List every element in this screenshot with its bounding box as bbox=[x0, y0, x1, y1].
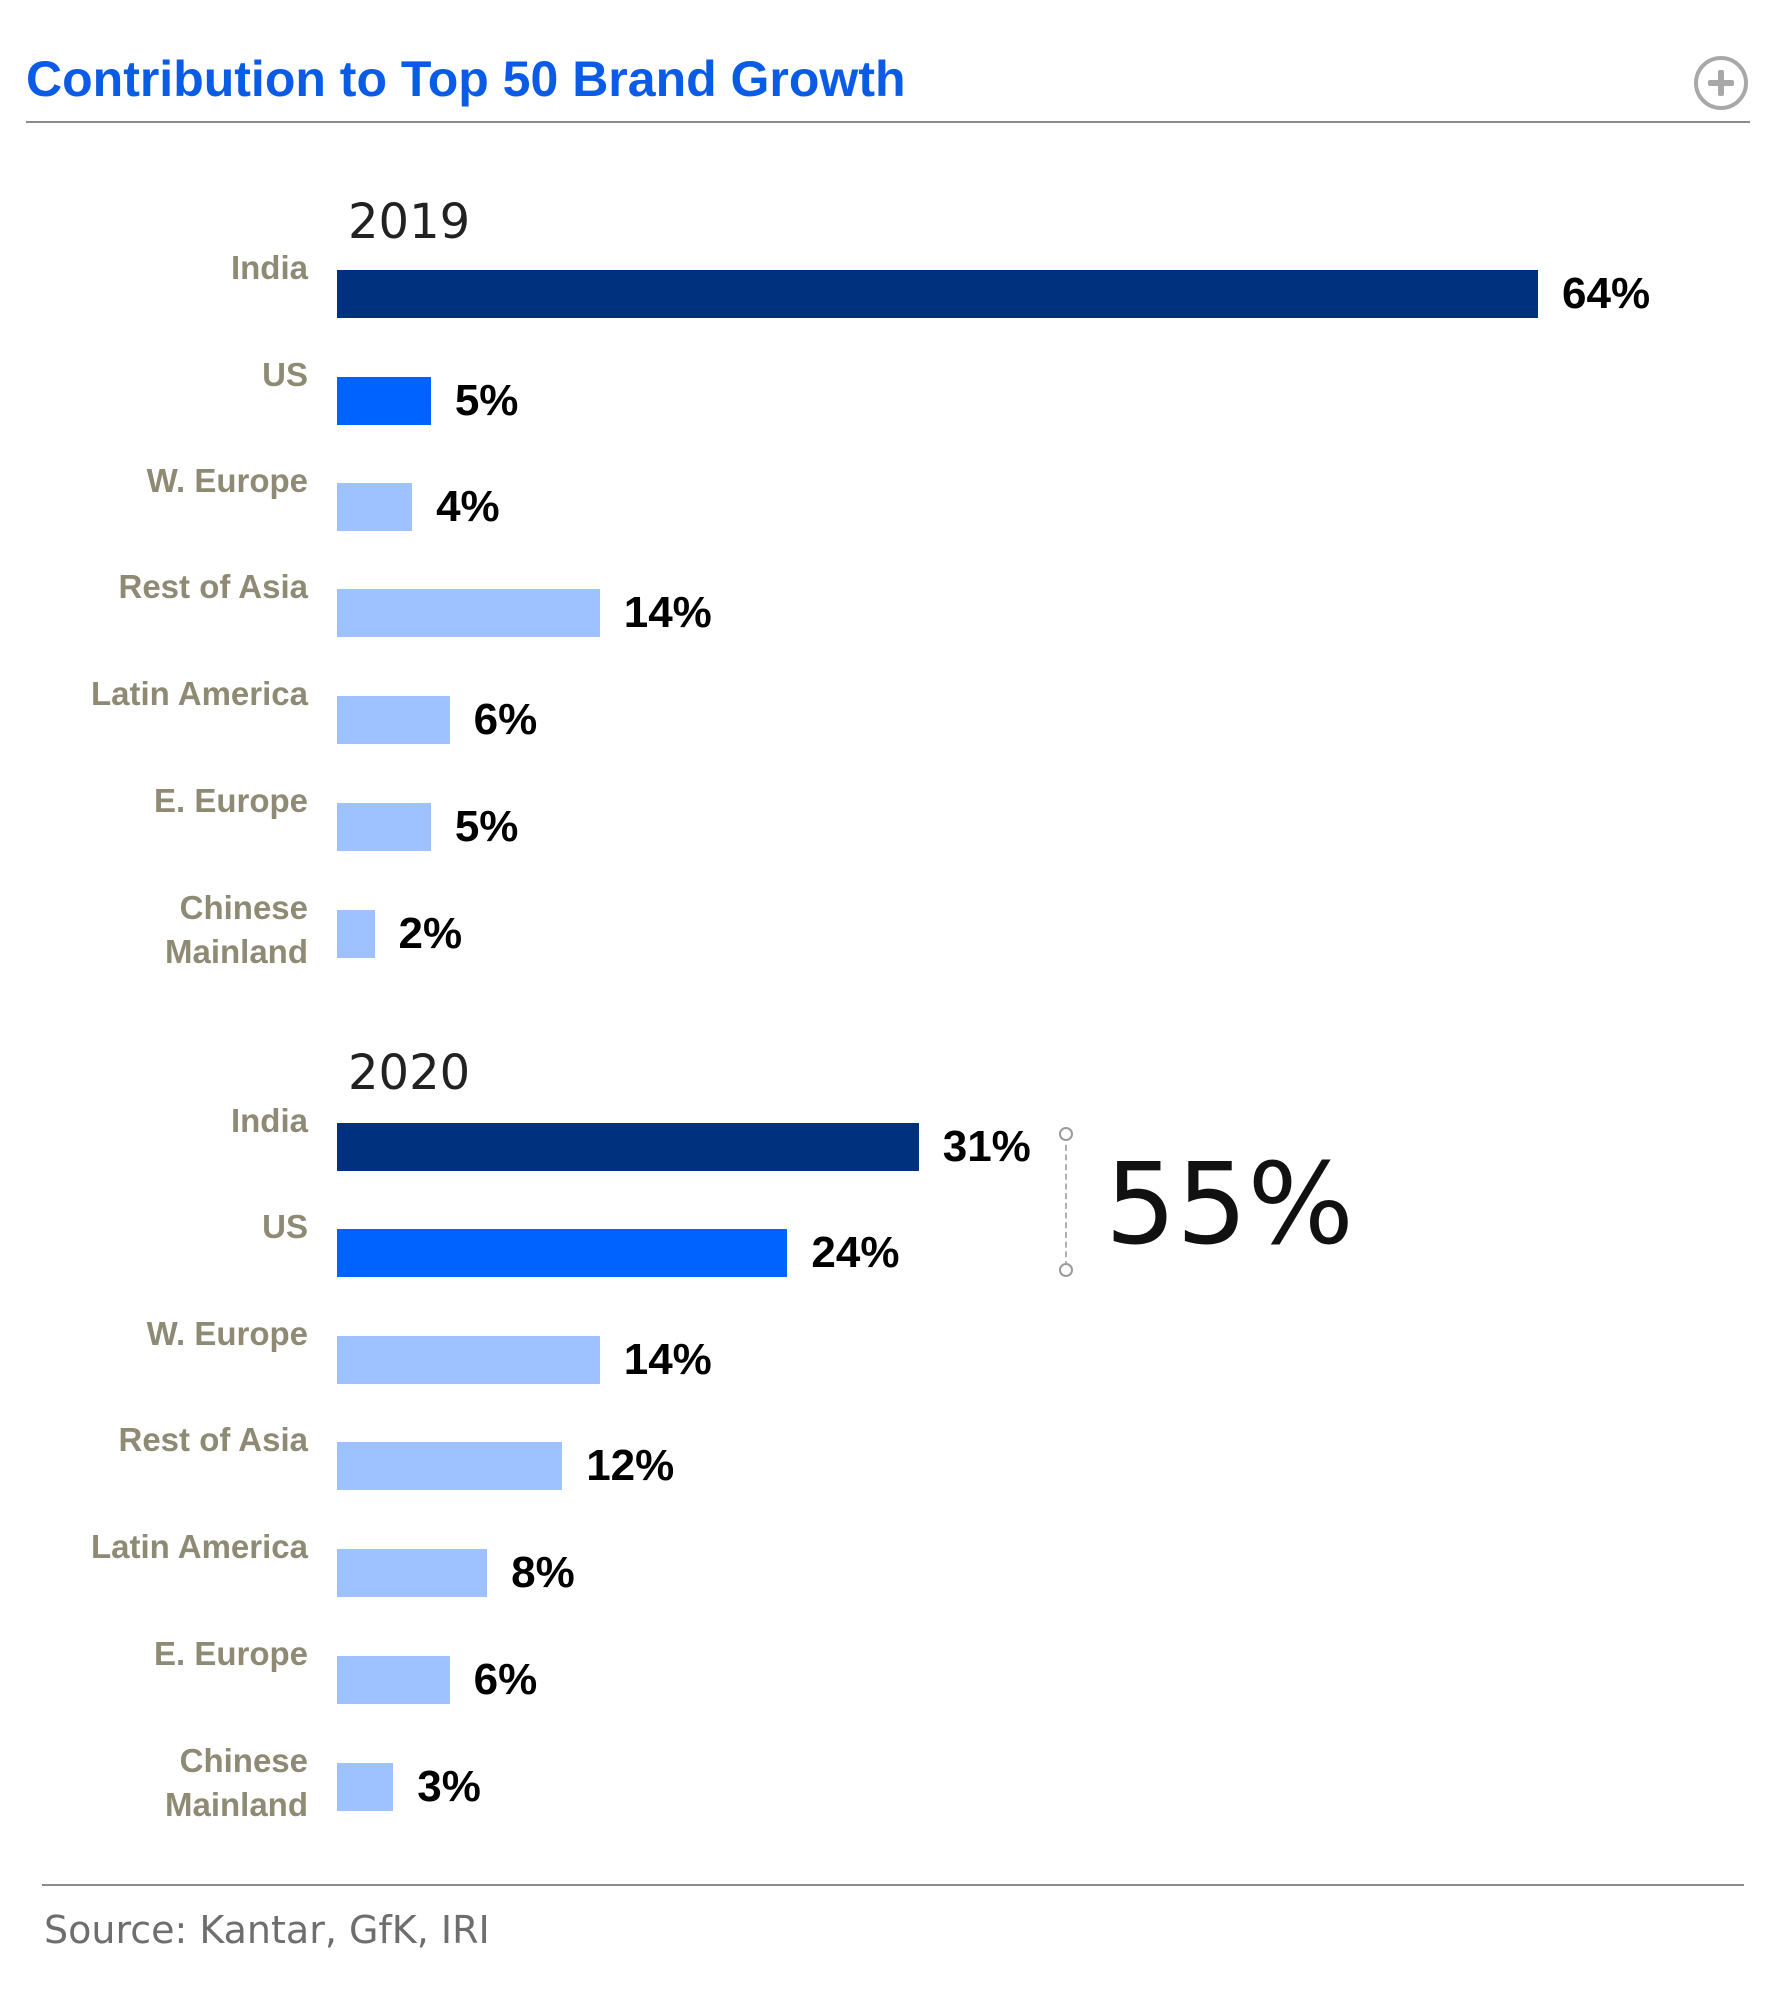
category-label-line: US bbox=[262, 356, 308, 393]
value-label-india-2019: 64% bbox=[1562, 269, 1651, 318]
value-label-e-europe-2019: 5% bbox=[454, 802, 519, 851]
bar-chinese-mainland-2019 bbox=[337, 910, 375, 958]
annotation-bracket bbox=[1065, 1135, 1067, 1267]
value-label-latin-america-2020: 8% bbox=[511, 1548, 575, 1597]
bar-rest-of-asia-2019 bbox=[337, 589, 600, 637]
category-label-line: E. Europe bbox=[153, 782, 308, 819]
bracket-dot-bottom bbox=[1059, 1263, 1073, 1277]
value-label-us-2019: 5% bbox=[454, 376, 519, 425]
bar-e-europe-2019 bbox=[337, 803, 431, 851]
category-label-line: Rest of Asia bbox=[118, 1421, 309, 1458]
category-label-line: Latin America bbox=[90, 1528, 308, 1565]
value-label-w-europe-2019: 4% bbox=[436, 482, 500, 531]
value-label-chinese-mainland-2019: 2% bbox=[398, 909, 463, 958]
category-label-line: Rest of Asia bbox=[118, 568, 309, 605]
value-label-e-europe-2020: 6% bbox=[473, 1655, 538, 1704]
category-label-latin-america-2020: Latin America bbox=[16, 1525, 308, 1569]
value-label-latin-america-2019: 6% bbox=[473, 695, 538, 744]
bar-india-2020 bbox=[337, 1123, 919, 1171]
title-divider bbox=[26, 121, 1750, 123]
category-label-line: Mainland bbox=[164, 933, 308, 970]
plus-circle-icon[interactable] bbox=[1694, 56, 1748, 110]
category-label-line: Chinese bbox=[179, 1742, 308, 1779]
category-label-latin-america-2019: Latin America bbox=[16, 672, 308, 716]
value-label-rest-of-asia-2020: 12% bbox=[586, 1441, 675, 1490]
category-label-india-2020: India bbox=[16, 1099, 308, 1143]
source-note: Source: Kantar, GfK, IRI bbox=[44, 1908, 490, 1952]
chart-title: Contribution to Top 50 Brand Growth bbox=[26, 51, 906, 107]
category-label-rest-of-asia-2019: Rest of Asia bbox=[16, 565, 309, 609]
value-label-us-2020: 24% bbox=[811, 1228, 900, 1277]
category-label-us-2020: US bbox=[16, 1205, 308, 1249]
bar-chinese-mainland-2020 bbox=[337, 1763, 394, 1811]
category-label-chinese-mainland-2019: Chinese Mainland bbox=[16, 886, 308, 974]
bar-w-europe-2020 bbox=[337, 1336, 600, 1384]
category-label-chinese-mainland-2020: Chinese Mainland bbox=[16, 1739, 308, 1827]
category-label-line: India bbox=[230, 249, 308, 286]
category-label-line: India bbox=[230, 1102, 308, 1139]
bar-rest-of-asia-2020 bbox=[337, 1442, 563, 1490]
value-label-chinese-mainland-2020: 3% bbox=[417, 1762, 481, 1811]
category-label-e-europe-2019: E. Europe bbox=[16, 779, 308, 823]
category-label-india-2019: India bbox=[16, 246, 308, 290]
category-label-line: US bbox=[262, 1208, 308, 1245]
value-label-rest-of-asia-2019: 14% bbox=[623, 588, 712, 637]
bar-w-europe-2019 bbox=[337, 483, 413, 531]
footer-divider bbox=[42, 1884, 1744, 1886]
bar-us-2020 bbox=[337, 1229, 788, 1277]
panel-year-2020: 2020 bbox=[348, 1045, 471, 1101]
combined-share-annotation: 55% bbox=[1105, 1140, 1354, 1270]
value-label-india-2020: 31% bbox=[942, 1122, 1031, 1171]
category-label-w-europe-2019: W. Europe bbox=[16, 459, 308, 503]
bar-latin-america-2019 bbox=[337, 696, 450, 744]
category-label-line: Latin America bbox=[90, 675, 308, 712]
bar-india-2019 bbox=[337, 270, 1538, 318]
bar-us-2019 bbox=[337, 377, 431, 425]
category-label-line: W. Europe bbox=[146, 462, 308, 499]
category-label-us-2019: US bbox=[16, 353, 308, 397]
bracket-dot-top bbox=[1059, 1127, 1073, 1141]
category-label-line: W. Europe bbox=[146, 1315, 308, 1352]
panel-year-2019: 2019 bbox=[348, 194, 471, 250]
category-label-line: E. Europe bbox=[153, 1635, 308, 1672]
bar-latin-america-2020 bbox=[337, 1549, 488, 1597]
category-label-line: Mainland bbox=[164, 1786, 308, 1823]
value-label-w-europe-2020: 14% bbox=[623, 1335, 712, 1384]
category-label-rest-of-asia-2020: Rest of Asia bbox=[16, 1418, 309, 1462]
category-label-w-europe-2020: W. Europe bbox=[16, 1312, 308, 1356]
bar-e-europe-2020 bbox=[337, 1656, 450, 1704]
category-label-e-europe-2020: E. Europe bbox=[16, 1632, 308, 1676]
category-label-line: Chinese bbox=[179, 889, 308, 926]
